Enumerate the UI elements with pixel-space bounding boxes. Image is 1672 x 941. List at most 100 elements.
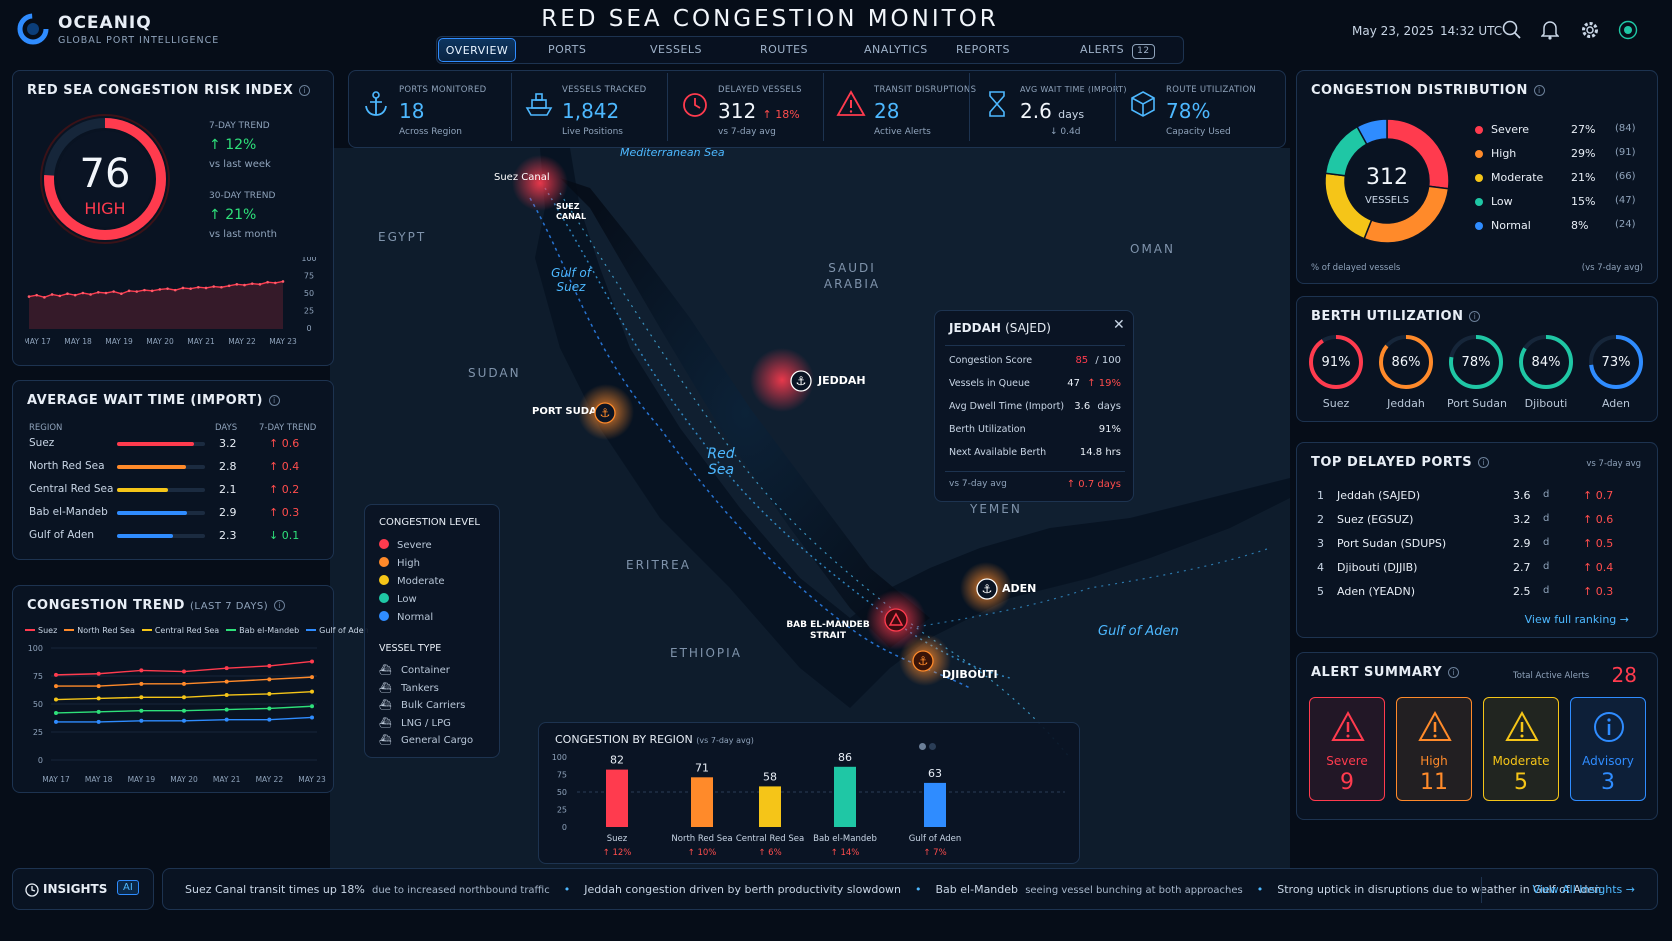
status-icon[interactable]: [1618, 20, 1638, 40]
info-icon[interactable]: i: [1469, 311, 1481, 322]
popup-row-label: Congestion Score: [949, 355, 1033, 366]
distribution-item[interactable]: High: [1475, 147, 1516, 160]
tab-analytics[interactable]: ANALYTICS: [864, 38, 928, 62]
kpi-avg-wait-time[interactable]: AVG WAIT TIME (IMPORT) 2.6 days ↓ 0.4d: [969, 73, 1126, 141]
port-label-aden[interactable]: ADEN: [1002, 582, 1037, 595]
berth-pct: 78%: [1462, 355, 1491, 370]
trend-y-tick: 100: [28, 644, 43, 653]
region-bar[interactable]: [606, 769, 628, 827]
sparkline-point: [35, 293, 38, 297]
pager-dots[interactable]: [919, 735, 936, 754]
distribution-item[interactable]: Low: [1475, 195, 1513, 208]
alert-box-severe[interactable]: Severe 9: [1309, 697, 1385, 801]
tab-reports[interactable]: REPORTS: [956, 38, 1010, 62]
kpi-route-utilization[interactable]: ROUTE UTILIZATION 78% Capacity Used: [1115, 73, 1285, 141]
col-trend: 7-DAY TREND: [259, 423, 317, 433]
kpi-delayed-vessels[interactable]: DELAYED VESSELS 312 ↑ 18% vs 7-day avg: [667, 73, 823, 141]
wait-bar-fill: [117, 511, 187, 515]
distribution-item[interactable]: Moderate: [1475, 171, 1543, 184]
delayed-port-name[interactable]: Port Sudan (SDUPS): [1337, 537, 1447, 550]
alert-summary-title-text: ALERT SUMMARY: [1311, 665, 1443, 680]
delayed-port-name[interactable]: Suez (EGSUZ): [1337, 513, 1414, 526]
insight-item[interactable]: Suez Canal transit times up 18% due to i…: [185, 883, 550, 896]
info-icon[interactable]: i: [1478, 457, 1490, 468]
berth-ring-suez[interactable]: 91% Suez: [1307, 333, 1365, 410]
gear-icon[interactable]: [1580, 20, 1600, 40]
region-bar[interactable]: [691, 777, 713, 827]
port-popup-jeddah: JEDDAH (SAJED) ✕ Congestion Score 85 / 10…: [934, 310, 1134, 502]
bell-icon[interactable]: [1541, 20, 1559, 40]
info-icon[interactable]: i: [299, 85, 311, 96]
insight-item[interactable]: Strong uptick in disruptions due to weat…: [1277, 883, 1602, 896]
trend-point: [54, 672, 58, 677]
alert-box-high[interactable]: High 11: [1396, 697, 1472, 801]
berth-ring-port-sudan[interactable]: 78% Port Sudan: [1447, 333, 1507, 410]
close-icon[interactable]: ✕: [1113, 317, 1125, 333]
info-icon[interactable]: i: [1533, 85, 1545, 96]
tab-ports[interactable]: PORTS: [548, 38, 586, 62]
tab-overview[interactable]: OVERVIEW: [438, 38, 516, 62]
view-all-insights-link[interactable]: View All Insights →: [1533, 883, 1635, 896]
port-label-suez-canal-north[interactable]: Suez Canal: [494, 172, 550, 183]
berth-ring-aden[interactable]: 73% Aden: [1587, 333, 1645, 410]
distribution-item[interactable]: Severe: [1475, 123, 1529, 136]
top-delayed-note: vs 7-day avg: [1586, 459, 1641, 469]
risk-index-title: RED SEA CONGESTION RISK INDEX i: [27, 83, 311, 98]
donut-slice[interactable]: [1356, 118, 1388, 146]
spark-y-tick: 25: [304, 307, 314, 316]
insight-item[interactable]: Jeddah congestion driven by berth produc…: [584, 883, 902, 896]
tab-vessels[interactable]: VESSELS: [650, 38, 702, 62]
port-label-port-sudan[interactable]: PORT SUDAN: [532, 406, 606, 417]
tab-alerts[interactable]: ALERTS 12: [1080, 38, 1155, 62]
berth-ring-arc: [1449, 335, 1503, 389]
trend7-label: 7-DAY TREND: [209, 121, 270, 131]
anchor-marker-djibouti[interactable]: ⚓: [912, 650, 934, 672]
search-icon[interactable]: [1502, 20, 1522, 40]
region-bar[interactable]: [924, 782, 946, 827]
port-label-suez-canal[interactable]: SUEZ CANAL: [556, 202, 587, 221]
delayed-port-name[interactable]: Jeddah (SAJED): [1337, 489, 1421, 502]
delayed-port-name[interactable]: Djibouti (DJJIB): [1337, 561, 1418, 574]
berth-name: Port Sudan: [1447, 397, 1507, 410]
port-label-djibouti[interactable]: DJIBOUTI: [942, 668, 998, 681]
kpi-transit-disruptions[interactable]: TRANSIT DISRUPTIONS 28 Active Alerts: [823, 73, 976, 141]
distribution-pct: 8%: [1571, 219, 1589, 232]
delayed-port-name[interactable]: Aden (YEADN): [1337, 585, 1416, 598]
alert-box-moderate[interactable]: Moderate 5: [1483, 697, 1559, 801]
alert-box-advisory[interactable]: Advisory 3: [1570, 697, 1646, 801]
port-label-bab-el-mandeb[interactable]: BAB EL-MANDEB STRAIT: [786, 620, 870, 641]
anchor-marker-jeddah[interactable]: ⚓: [790, 370, 812, 392]
insights-tab[interactable]: INSIGHTS AI: [12, 868, 154, 910]
trend-point: [182, 695, 186, 700]
delayed-value: 3.2: [1513, 513, 1531, 526]
info-icon[interactable]: i: [1448, 667, 1460, 678]
region-bar[interactable]: [759, 786, 781, 827]
trend7-value-row: ↑ 12%: [209, 137, 257, 153]
kpi-vessels-tracked[interactable]: VESSELS TRACKED 1,842 Live Positions: [511, 73, 667, 141]
sparkline-point: [81, 291, 85, 295]
spark-x-tick: MAY 22: [228, 337, 256, 346]
warning-icon: [836, 90, 866, 116]
trend-x-tick: MAY 17: [42, 775, 70, 784]
tab-routes[interactable]: ROUTES: [760, 38, 808, 62]
info-icon[interactable]: i: [268, 395, 280, 406]
anchor-marker-port-sudan[interactable]: ⚓: [594, 402, 616, 424]
alert-box-count: 11: [1420, 770, 1448, 795]
insight-item[interactable]: Bab el-Mandeb seeing vessel bunching at …: [935, 883, 1243, 896]
arrow-right-icon: →: [1625, 883, 1635, 896]
kpi-value: 1,842: [562, 99, 620, 123]
warning-marker-bab-el-mandeb[interactable]: [884, 608, 908, 632]
delayed-rank: 3: [1317, 537, 1324, 550]
berth-ring-djibouti[interactable]: 84% Djibouti: [1517, 333, 1575, 410]
berth-ring-jeddah[interactable]: 86% Jeddah: [1377, 333, 1435, 410]
kpi-ports-monitored[interactable]: PORTS MONITORED 18 Across Region: [349, 73, 511, 141]
kpi-label: VESSELS TRACKED: [562, 85, 647, 95]
distribution-item[interactable]: Normal: [1475, 219, 1531, 232]
region-bar[interactable]: [834, 766, 856, 827]
region-bar-change: ↑ 12%: [603, 848, 632, 858]
port-label-jeddah[interactable]: JEDDAH: [818, 374, 866, 387]
anchor-marker-aden[interactable]: ⚓: [976, 578, 998, 600]
info-icon[interactable]: i: [274, 600, 286, 611]
trend-point: [310, 675, 314, 680]
view-full-ranking-link[interactable]: View full ranking →: [1525, 613, 1629, 626]
